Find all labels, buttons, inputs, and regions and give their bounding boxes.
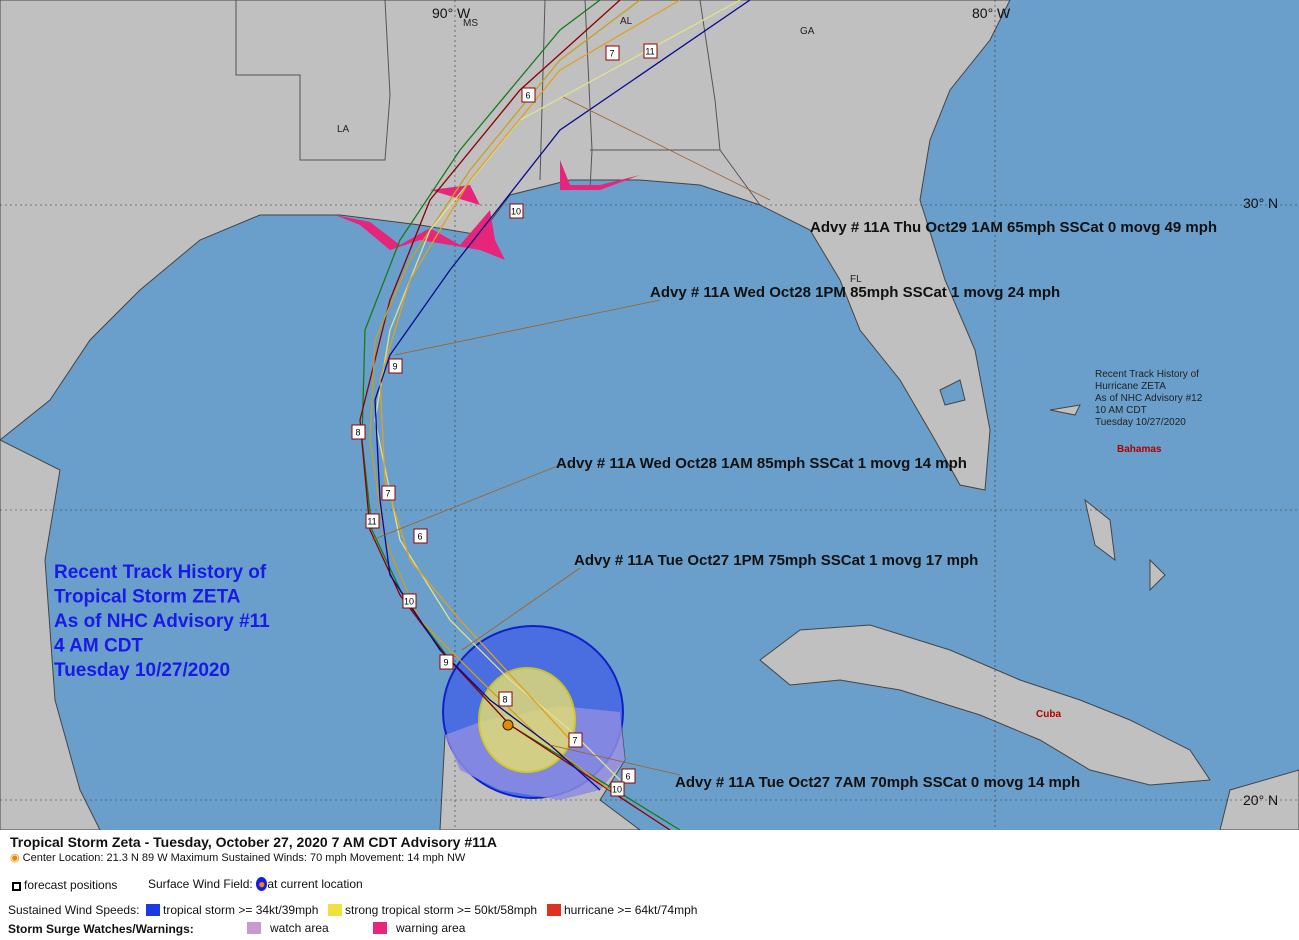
labels: 90° W 80° W 30° N 20° N MS AL GA LA FL Bahamas Cub… (54, 5, 1278, 808)
watch-key: watch area (247, 921, 329, 935)
current-text: at current location (267, 877, 363, 891)
position-box (351, 424, 366, 440)
surge-label: Storm Surge Watches/Warnings: (8, 922, 194, 936)
ts-text: tropical storm >= 34kt/39mph (163, 903, 319, 917)
sts-text: strong tropical storm >= 50kt/58mph (345, 903, 538, 917)
grid-label: 30° N (1243, 195, 1278, 211)
grid-label: 80° W (972, 5, 1011, 21)
position-box (381, 485, 396, 501)
position-box (568, 732, 583, 748)
track-history-title: Tuesday 10/27/2020 (54, 660, 230, 681)
position-box (521, 87, 536, 103)
position-box (610, 781, 625, 797)
inset-note: Recent Track History of (1095, 369, 1199, 380)
track-history-title: 4 AM CDT (54, 636, 143, 657)
position-label: 8 (355, 428, 360, 438)
warning-area (335, 160, 640, 260)
state-label: GA (800, 26, 815, 37)
track-history-title: Tropical Storm ZETA (54, 587, 241, 608)
forecast-key: forecast positions (12, 878, 117, 892)
watch-text: watch area (270, 921, 329, 935)
center-text: Center Location: 21.3 N 89 W Maximum Sus… (22, 852, 466, 864)
wind-field-text: Surface Wind Field: (148, 877, 253, 891)
track-history-title: Recent Track History of (54, 562, 267, 583)
position-box (439, 654, 454, 670)
position-label: 6 (525, 91, 530, 101)
wind-field-key: Surface Wind Field: ● at current location (148, 877, 363, 891)
grid-label: 20° N (1243, 792, 1278, 808)
map: 90° W 80° W 30° N 20° N MS AL GA LA FL Bahamas Cub… (0, 0, 1299, 830)
track-history-title: As of NHC Advisory #11 (54, 611, 270, 632)
position-box (498, 691, 513, 707)
position-label: 6 (417, 532, 422, 542)
inset-note: As of NHC Advisory #12 (1095, 393, 1203, 404)
position-box (388, 358, 403, 374)
position-box (643, 43, 658, 59)
leader-lines (371, 96, 771, 776)
borders (235, 0, 761, 206)
position-label: 7 (572, 736, 577, 746)
position-label: 10 (511, 207, 521, 217)
position-box (413, 528, 428, 544)
current-location (502, 719, 514, 731)
state-label: AL (620, 16, 633, 27)
position-box (605, 45, 620, 61)
position-label: 6 (625, 772, 630, 782)
position-label: 7 (385, 489, 390, 499)
hu-text: hurricane >= 64kt/74mph (564, 903, 698, 917)
forecast-text: forecast positions (24, 878, 118, 892)
wind-speeds-label: Sustained Wind Speeds: (8, 903, 140, 917)
state-label: LA (337, 124, 350, 135)
position-label: 11 (367, 517, 376, 527)
grid-label: 90° W (432, 5, 471, 21)
place-label: Cuba (1036, 709, 1061, 720)
position-label: 10 (612, 785, 622, 795)
state-label: MS (463, 18, 478, 29)
position-label: 10 (404, 597, 414, 607)
warning-text: warning area (396, 921, 466, 935)
place-label: Bahamas (1117, 444, 1162, 455)
legend: Tropical Storm Zeta - Tuesday, October 2… (0, 830, 1299, 940)
inset-note: Hurricane ZETA (1095, 381, 1166, 392)
position-label: 9 (392, 362, 397, 372)
position-label: 11 (645, 47, 654, 57)
position-label: 8 (502, 695, 507, 705)
advisory-note: Advy # 11A Tue Oct27 7AM 70mph SSCat 0 m… (675, 774, 1080, 791)
advisory-note: Advy # 11A Tue Oct27 1PM 75mph SSCat 1 m… (574, 552, 978, 569)
position-box (402, 593, 417, 609)
advisory-note: Advy # 11A Wed Oct28 1AM 85mph SSCat 1 m… (556, 455, 967, 472)
position-label: 9 (443, 658, 448, 668)
advisory-note: Advy # 11A Wed Oct28 1PM 85mph SSCat 1 m… (650, 284, 1060, 301)
sts-key: strong tropical storm >= 50kt/58mph (328, 903, 537, 917)
hu-key: hurricane >= 64kt/74mph (547, 903, 697, 917)
legend-title: Tropical Storm Zeta - Tuesday, October 2… (10, 834, 498, 850)
state-label: FL (850, 274, 862, 285)
advisory-note: Advy # 11A Thu Oct29 1AM 65mph SSCat 0 m… (810, 219, 1217, 236)
position-box (509, 203, 524, 219)
ts-key: tropical storm >= 34kt/39mph (146, 903, 318, 917)
position-label: 7 (609, 49, 614, 59)
position-box (365, 513, 380, 529)
warning-key: warning area (373, 921, 465, 935)
center-line: ◉ Center Location: 21.3 N 89 W Maximum S… (10, 852, 466, 864)
inset-note: 10 AM CDT (1095, 405, 1147, 416)
inset-note: Tuesday 10/27/2020 (1095, 417, 1186, 428)
position-box (621, 768, 636, 784)
